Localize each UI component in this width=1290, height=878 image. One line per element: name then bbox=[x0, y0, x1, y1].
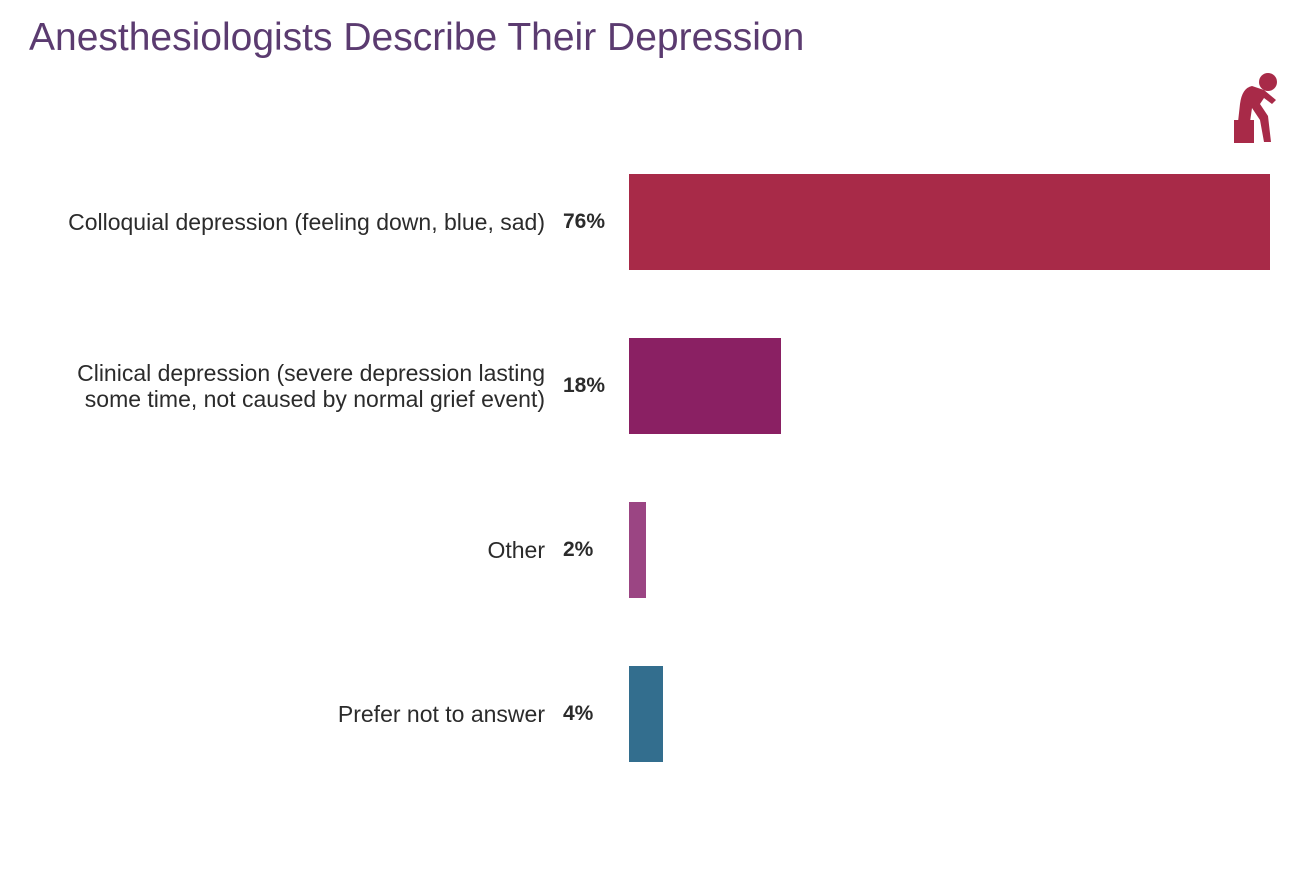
category-label: Prefer not to answer bbox=[337, 701, 545, 727]
value-label: 2% bbox=[563, 538, 594, 561]
bar bbox=[629, 502, 646, 598]
bar bbox=[629, 338, 781, 434]
value-label: 4% bbox=[563, 702, 594, 725]
chart-title: Anesthesiologists Describe Their Depress… bbox=[29, 16, 805, 59]
value-label: 76% bbox=[563, 210, 606, 233]
category-label: Other bbox=[487, 537, 545, 563]
icon bbox=[1234, 73, 1277, 143]
category-label: Clinical depression (severe depression l… bbox=[77, 360, 545, 412]
bar bbox=[629, 666, 663, 762]
bar bbox=[629, 174, 1270, 270]
category-label: Colloquial depression (feeling down, blu… bbox=[68, 209, 545, 235]
value-label: 18% bbox=[563, 374, 606, 397]
